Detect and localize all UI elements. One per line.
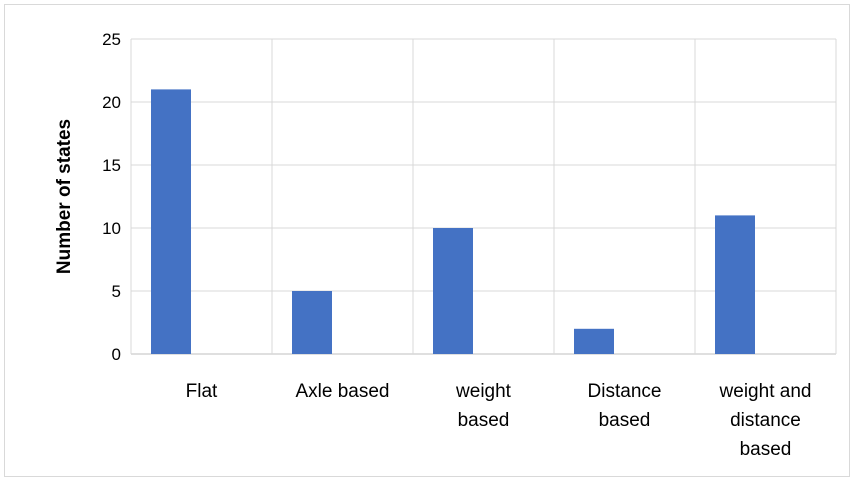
bar [715, 215, 755, 354]
bar [151, 89, 191, 354]
bar [574, 329, 614, 354]
y-tick-label: 15 [102, 156, 121, 175]
y-tick-label: 5 [112, 282, 121, 301]
y-tick-label: 25 [102, 30, 121, 49]
bars [151, 89, 755, 354]
y-axis-tick-labels: 0 5 10 15 20 25 [102, 30, 121, 364]
x-axis-category-labels: Flat Axle based weight based Distance based we… [186, 381, 812, 460]
x-tick-label: Axle based [295, 381, 389, 402]
bar [433, 228, 473, 354]
x-tick-label: Flat [186, 381, 218, 402]
y-tick-label: 10 [102, 219, 121, 238]
x-tick-label: Distance based [588, 381, 662, 431]
bar [292, 291, 332, 354]
x-tick-label: weight based [455, 381, 512, 431]
x-tick-label: weight and distance based [719, 381, 812, 460]
y-tick-label: 20 [102, 93, 121, 112]
y-tick-label: 0 [112, 345, 121, 364]
y-axis-title: Number of states [54, 119, 75, 274]
